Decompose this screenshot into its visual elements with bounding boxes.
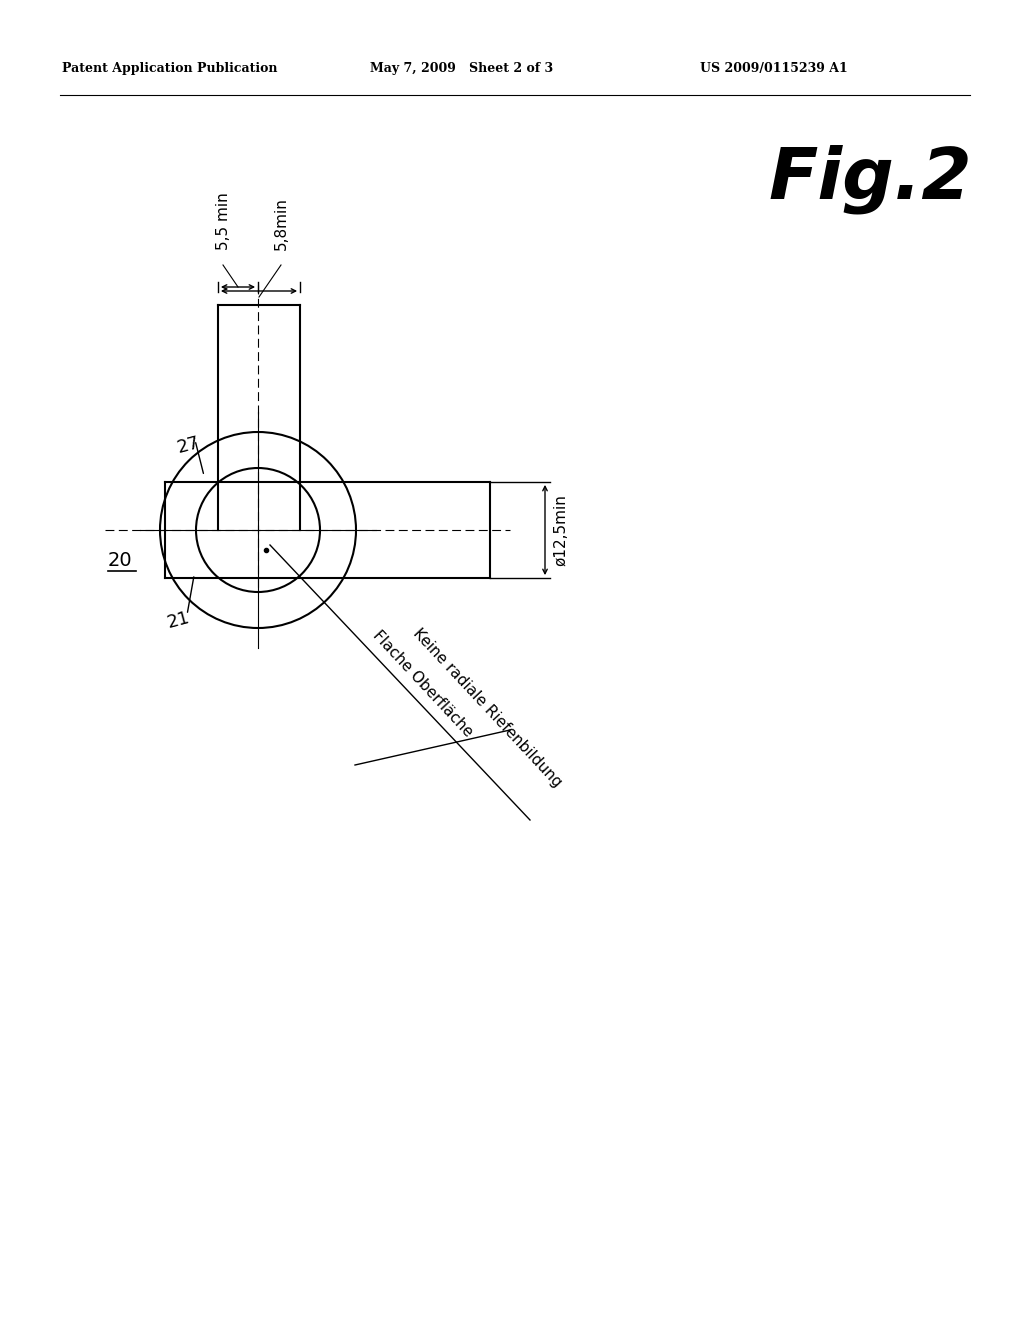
- Text: US 2009/0115239 A1: US 2009/0115239 A1: [700, 62, 848, 75]
- Text: Fig.2: Fig.2: [768, 145, 972, 214]
- Text: 20: 20: [108, 550, 133, 569]
- Text: 5,5 min: 5,5 min: [215, 193, 230, 249]
- Text: 21: 21: [165, 609, 191, 632]
- Text: Patent Application Publication: Patent Application Publication: [62, 62, 278, 75]
- Text: 27: 27: [175, 433, 202, 457]
- Text: Flache Oberfläche: Flache Oberfläche: [370, 628, 476, 741]
- Text: 5,8min: 5,8min: [273, 197, 289, 249]
- Text: Keine radiale Riefenbildung: Keine radiale Riefenbildung: [410, 626, 564, 789]
- Text: ø12,5min: ø12,5min: [554, 494, 568, 566]
- Text: May 7, 2009   Sheet 2 of 3: May 7, 2009 Sheet 2 of 3: [370, 62, 553, 75]
